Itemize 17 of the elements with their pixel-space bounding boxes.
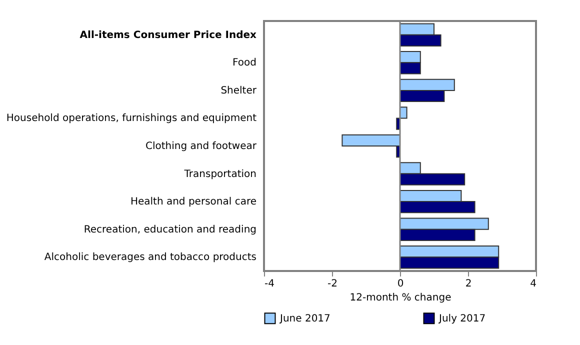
y-tick-label: Health and personal care [130, 196, 256, 208]
legend-label: June 2017 [279, 313, 330, 324]
y-tick-label: Shelter [220, 85, 258, 96]
x-tick-label: -4 [264, 278, 274, 290]
x-axis-title: 12-month % change [350, 292, 452, 304]
x-tick-label: 0 [397, 278, 404, 290]
x-tick-label: -2 [328, 278, 338, 290]
y-tick-label: All-items Consumer Price Index [80, 30, 258, 41]
legend-label: July 2017 [438, 313, 486, 324]
y-tick-label: Transportation [183, 168, 256, 180]
y-tick-label: Household operations, furnishings and equipment [6, 113, 257, 124]
y-tick-label: Food [232, 58, 256, 69]
y-tick-label: Clothing and footwear [145, 141, 258, 152]
x-tick-label: 4 [530, 278, 536, 290]
y-tick-label: Recreation, education and reading [84, 224, 256, 236]
y-tick-label: Alcoholic beverages and tobacco products [44, 252, 256, 264]
x-tick-label: 2 [465, 278, 472, 290]
